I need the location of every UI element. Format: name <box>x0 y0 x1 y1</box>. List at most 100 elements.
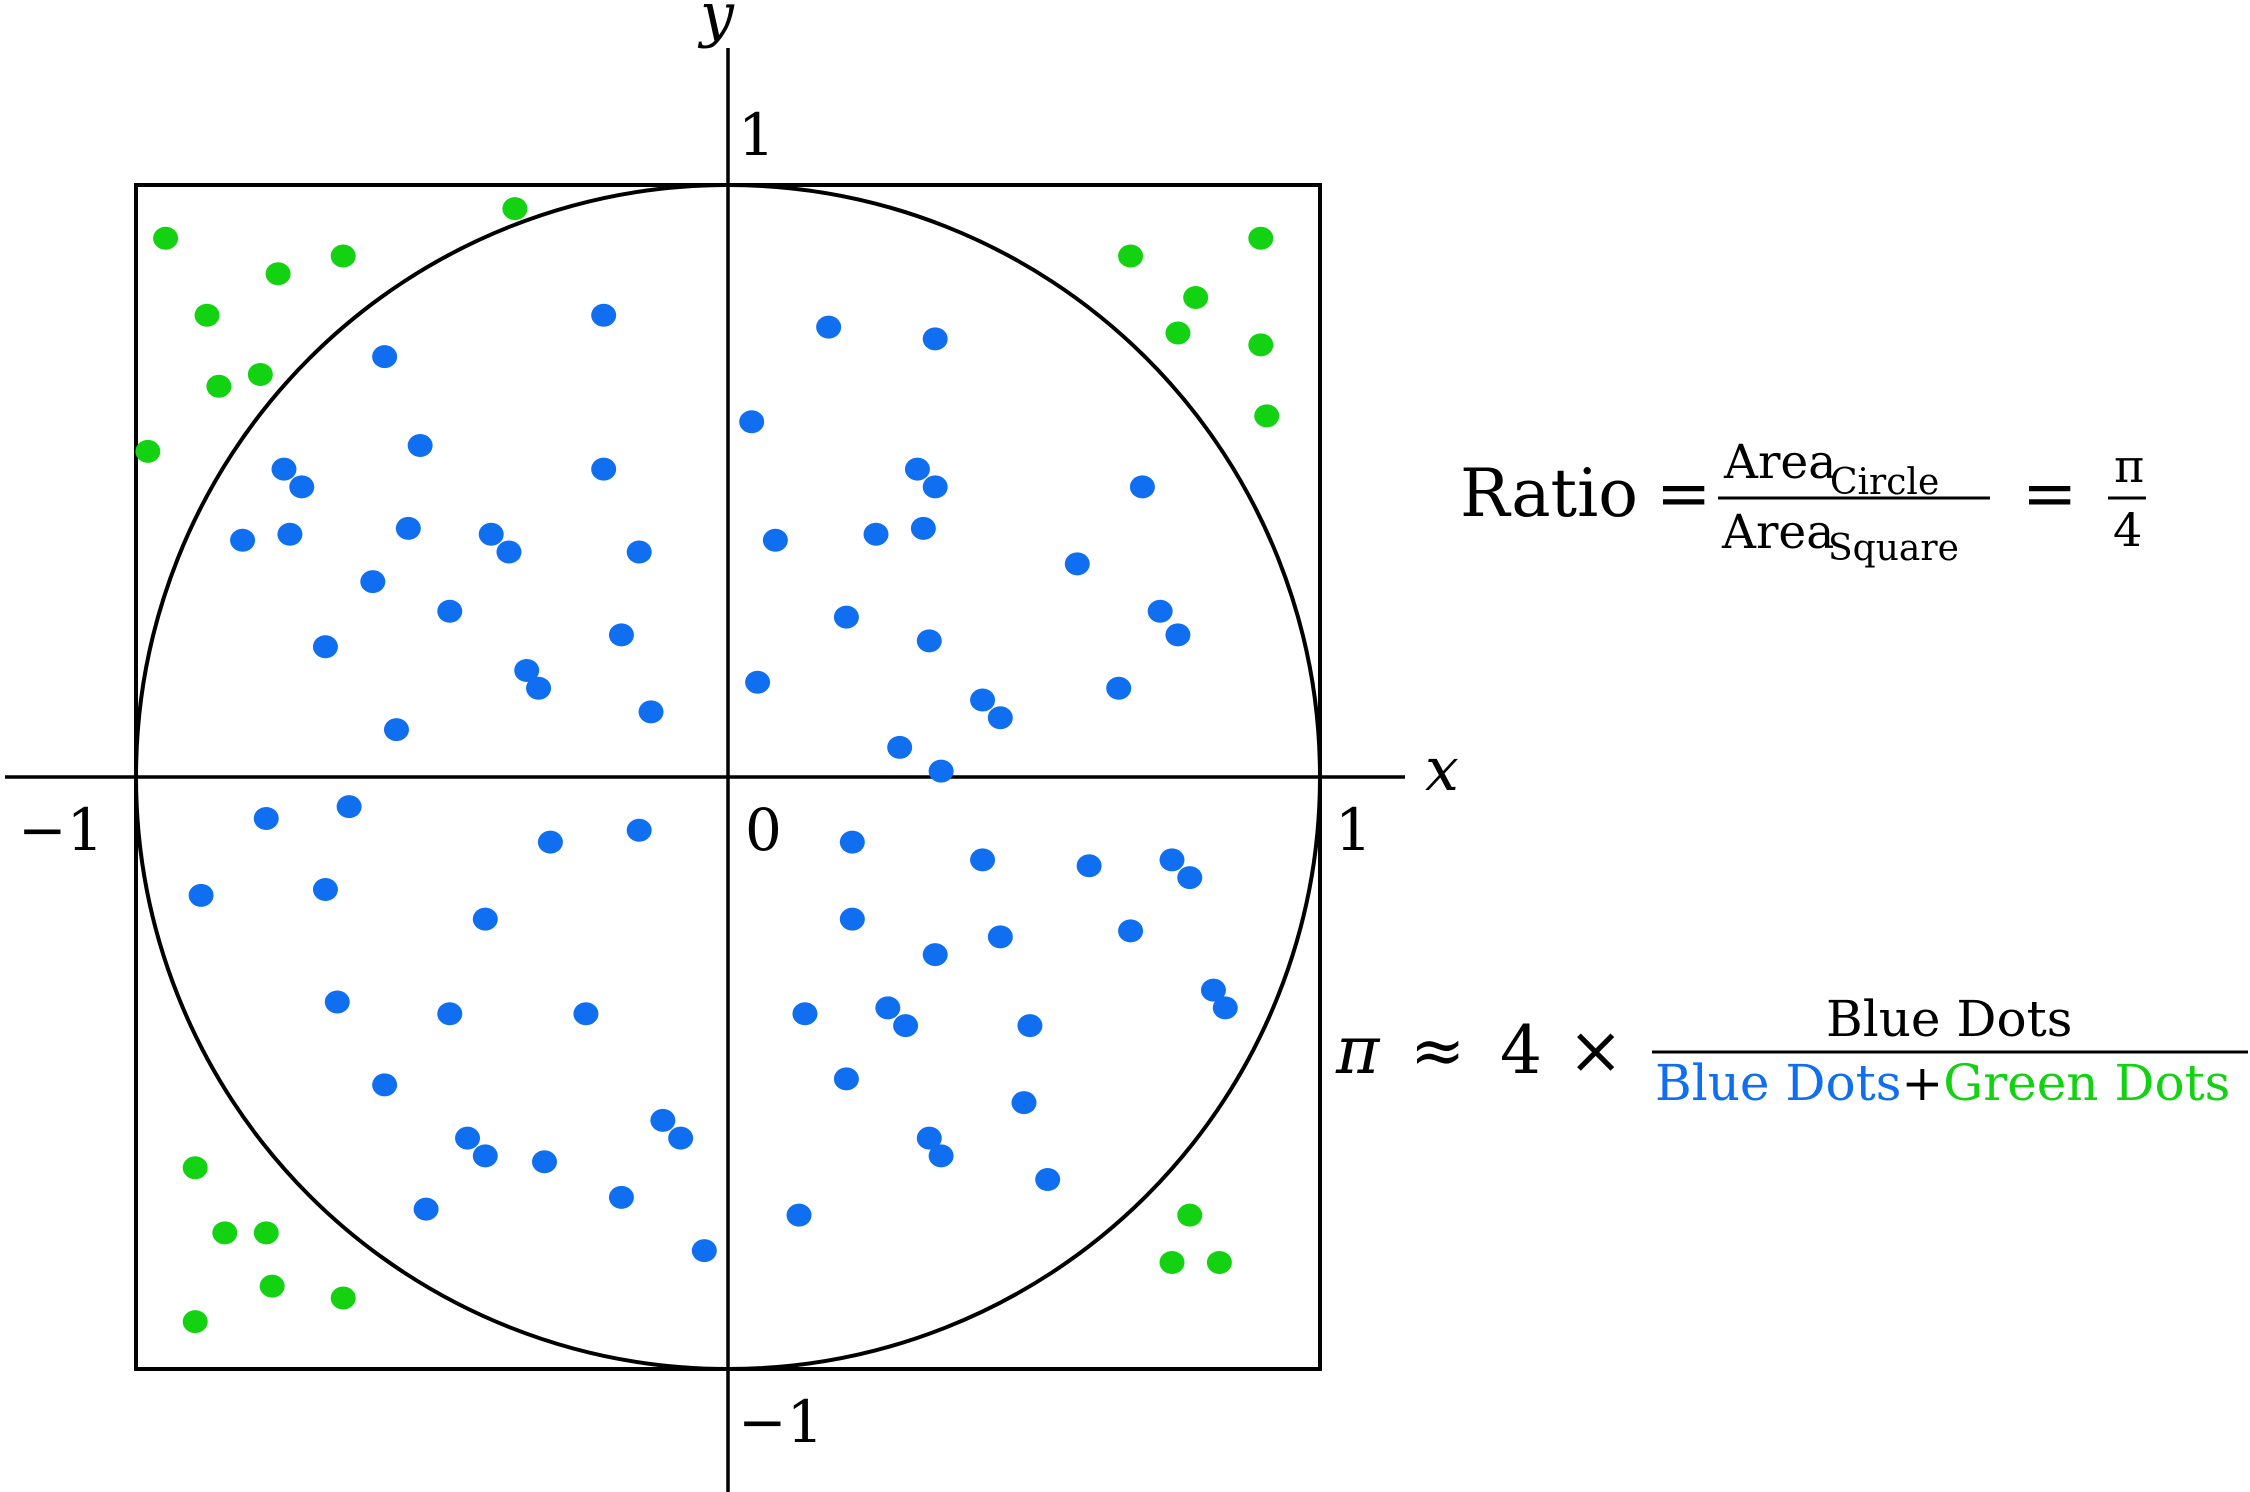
inside-dots-series <box>188 303 1238 1263</box>
blue-dot-25 <box>608 623 634 647</box>
blue-dot-12 <box>230 528 256 552</box>
blue-dot-63 <box>1200 978 1226 1002</box>
pi-estimate-formula: π ≈ 4 × Blue Dots Blue Dots+Green Dots <box>1335 990 2248 1112</box>
blue-dot-15 <box>496 540 522 564</box>
ratio-numerator-area: Area <box>1723 435 1836 490</box>
green-dot-20 <box>1177 1203 1203 1227</box>
blue-dot-58 <box>573 1002 599 1026</box>
blue-dot-79 <box>691 1239 717 1263</box>
blue-dot-9 <box>271 457 297 481</box>
green-dot-7 <box>502 197 528 221</box>
tick-label-x-neg-1: −1 <box>18 796 104 864</box>
tick-label-x-pos-1: 1 <box>1335 796 1372 864</box>
blue-dot-1 <box>372 345 398 369</box>
ratio-denominator-sub: Square <box>1828 528 1959 569</box>
green-dot-19 <box>182 1310 208 1334</box>
blue-dot-72 <box>668 1126 694 1150</box>
blue-dot-13 <box>277 522 303 546</box>
blue-dot-53 <box>987 925 1013 949</box>
denominator-plus: + <box>1901 1054 1943 1112</box>
blue-dot-75 <box>413 1197 439 1221</box>
ratio-formula: Ratio = Area Circle Area Square = π 4 <box>1460 435 2146 569</box>
blue-dot-61 <box>893 1014 919 1038</box>
approx-symbol: ≈ <box>1410 1012 1465 1089</box>
green-dot-18 <box>330 1286 356 1310</box>
ratio-denominator-area: Area <box>1721 505 1834 560</box>
blue-dot-19 <box>910 516 936 540</box>
blue-dot-7 <box>904 457 930 481</box>
blue-dot-62 <box>1017 1014 1043 1038</box>
blue-dot-31 <box>526 676 552 700</box>
green-dot-1 <box>265 262 291 286</box>
blue-dot-52 <box>839 907 865 931</box>
blue-dot-76 <box>608 1185 634 1209</box>
blue-dot-11 <box>395 516 421 540</box>
blue-dot-34 <box>1106 676 1132 700</box>
blue-dot-17 <box>762 528 788 552</box>
blue-dot-24 <box>312 635 338 659</box>
ratio-pi: π <box>2114 439 2144 493</box>
x-axis-label: x <box>1425 735 1459 805</box>
green-dot-16 <box>253 1221 279 1245</box>
green-dot-13 <box>1254 404 1280 428</box>
green-dot-15 <box>212 1221 238 1245</box>
blue-dot-74 <box>928 1144 954 1168</box>
tick-label-origin: 0 <box>745 796 782 864</box>
blue-dot-32 <box>745 670 771 694</box>
numerator-blue-dots: Blue Dots <box>1826 990 2072 1048</box>
blue-dot-78 <box>1035 1168 1061 1192</box>
blue-dot-77 <box>786 1203 812 1227</box>
green-dot-6 <box>135 439 161 463</box>
blue-dot-68 <box>455 1126 481 1150</box>
blue-dot-14 <box>478 522 504 546</box>
green-dot-17 <box>259 1274 285 1298</box>
blue-dot-10 <box>289 475 315 499</box>
blue-dot-47 <box>839 830 865 854</box>
ratio-equals: = <box>1656 455 1711 532</box>
green-dot-14 <box>182 1156 208 1180</box>
blue-dot-43 <box>537 830 563 854</box>
blue-dot-27 <box>916 629 942 653</box>
blue-dot-41 <box>336 795 362 819</box>
blue-dot-46 <box>472 907 498 931</box>
times-symbol: × <box>1568 1012 1623 1089</box>
blue-dot-38 <box>887 735 913 759</box>
ratio-equals-2: = <box>2022 455 2077 532</box>
denominator-green-dots: Green Dots <box>1943 1054 2230 1112</box>
blue-dot-20 <box>1129 475 1155 499</box>
blue-dot-35 <box>383 718 409 742</box>
ratio-four: 4 <box>2113 503 2142 557</box>
blue-dot-70 <box>531 1150 557 1174</box>
blue-dot-40 <box>253 806 279 830</box>
blue-dot-69 <box>472 1144 498 1168</box>
blue-dot-57 <box>437 1002 463 1026</box>
blue-dot-48 <box>970 848 996 872</box>
blue-dot-23 <box>437 599 463 623</box>
four-factor: 4 <box>1500 1012 1542 1089</box>
blue-dot-28 <box>1147 599 1173 623</box>
blue-dot-30 <box>514 658 540 682</box>
blue-dot-54 <box>1118 919 1144 943</box>
ratio-word: Ratio <box>1460 455 1638 532</box>
green-dot-8 <box>1118 244 1144 268</box>
blue-dot-5 <box>591 457 617 481</box>
blue-dot-39 <box>928 759 954 783</box>
y-axis-label: y <box>697 0 735 50</box>
green-dot-12 <box>1248 333 1274 357</box>
green-dot-22 <box>1206 1250 1232 1274</box>
blue-dot-37 <box>987 706 1013 730</box>
blue-dot-22 <box>360 570 386 594</box>
green-dot-11 <box>1165 321 1191 345</box>
blue-dot-16 <box>626 540 652 564</box>
blue-dot-64 <box>1212 996 1238 1020</box>
blue-dot-26 <box>833 605 859 629</box>
blue-dot-21 <box>1064 552 1090 576</box>
blue-dot-49 <box>1076 854 1102 878</box>
blue-dot-66 <box>833 1067 859 1091</box>
blue-dot-59 <box>792 1002 818 1026</box>
outside-dots-series <box>135 197 1280 1334</box>
pi-symbol: π <box>1335 1012 1381 1089</box>
blue-dot-65 <box>372 1073 398 1097</box>
blue-dot-71 <box>650 1108 676 1132</box>
